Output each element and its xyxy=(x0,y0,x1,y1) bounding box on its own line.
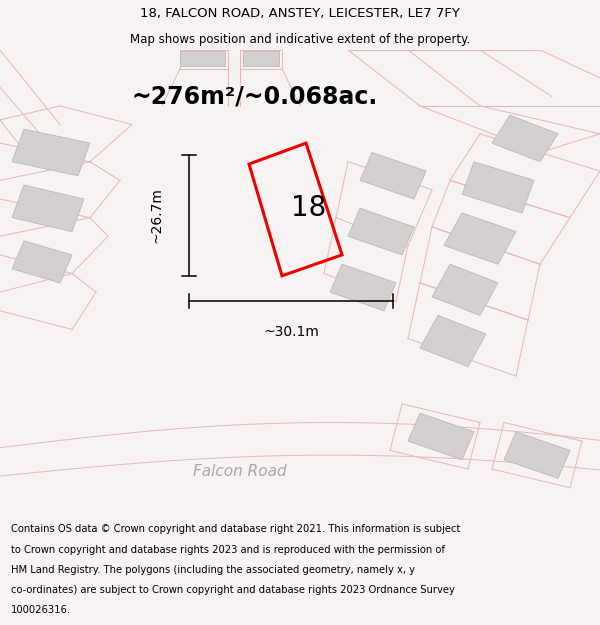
Polygon shape xyxy=(504,432,570,478)
Polygon shape xyxy=(408,413,474,460)
Text: HM Land Registry. The polygons (including the associated geometry, namely x, y: HM Land Registry. The polygons (includin… xyxy=(11,565,415,575)
Text: ~26.7m: ~26.7m xyxy=(149,188,163,243)
Polygon shape xyxy=(180,51,225,66)
Polygon shape xyxy=(420,316,486,367)
Polygon shape xyxy=(444,213,516,264)
Polygon shape xyxy=(348,208,414,255)
Text: Map shows position and indicative extent of the property.: Map shows position and indicative extent… xyxy=(130,32,470,46)
Polygon shape xyxy=(12,241,72,282)
Text: ~30.1m: ~30.1m xyxy=(263,325,319,339)
Text: 100026316.: 100026316. xyxy=(11,605,71,615)
Polygon shape xyxy=(492,115,558,162)
Polygon shape xyxy=(12,129,90,176)
Polygon shape xyxy=(12,185,84,232)
Text: co-ordinates) are subject to Crown copyright and database rights 2023 Ordnance S: co-ordinates) are subject to Crown copyr… xyxy=(11,585,455,595)
Polygon shape xyxy=(243,51,279,66)
Polygon shape xyxy=(360,152,426,199)
Polygon shape xyxy=(330,264,396,311)
Text: 18, FALCON ROAD, ANSTEY, LEICESTER, LE7 7FY: 18, FALCON ROAD, ANSTEY, LEICESTER, LE7 … xyxy=(140,8,460,21)
Polygon shape xyxy=(462,162,534,213)
Text: Falcon Road: Falcon Road xyxy=(193,464,287,479)
Text: ~276m²/~0.068ac.: ~276m²/~0.068ac. xyxy=(132,84,378,109)
Text: to Crown copyright and database rights 2023 and is reproduced with the permissio: to Crown copyright and database rights 2… xyxy=(11,544,445,554)
Text: 18: 18 xyxy=(292,194,326,222)
Text: Contains OS data © Crown copyright and database right 2021. This information is : Contains OS data © Crown copyright and d… xyxy=(11,524,460,534)
Polygon shape xyxy=(432,264,498,316)
